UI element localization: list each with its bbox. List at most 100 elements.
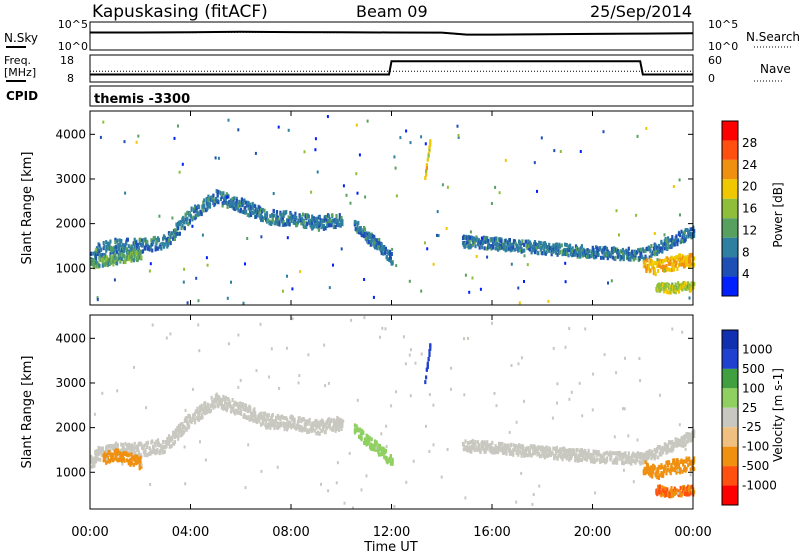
data-cell [171, 216, 174, 220]
data-cell [512, 443, 516, 448]
data-cell [662, 447, 666, 452]
data-cell [263, 208, 266, 213]
data-cell [301, 217, 304, 222]
data-cell [146, 445, 149, 449]
data-cell [468, 290, 471, 294]
data-cell [611, 255, 614, 260]
data-cell [552, 249, 555, 254]
data-cell [380, 432, 383, 436]
data-cell [574, 250, 578, 255]
data-cell [197, 323, 200, 327]
data-cell [107, 257, 110, 262]
data-cell [598, 457, 601, 462]
colorbar-tick-label: 16 [742, 202, 757, 216]
data-cell [514, 241, 517, 246]
data-cell [125, 241, 128, 246]
data-cell [482, 447, 485, 452]
nsky-tick-bottom: 10^0 [58, 40, 88, 53]
data-cell [171, 437, 174, 441]
data-cell [644, 471, 647, 476]
data-cell [389, 454, 392, 458]
data-cell [270, 347, 273, 351]
colorbar-cell [722, 140, 738, 160]
data-cell [199, 416, 202, 420]
data-cell [298, 416, 301, 421]
data-cell [90, 464, 93, 469]
data-cell [175, 434, 178, 439]
data-cell [564, 449, 568, 453]
data-cell [569, 247, 573, 252]
data-cell [359, 432, 362, 437]
data-cell [116, 250, 119, 255]
data-cell [115, 247, 118, 252]
data-cell [613, 246, 616, 251]
data-cell [123, 458, 126, 463]
data-cell [247, 443, 250, 447]
data-cell [676, 266, 679, 271]
data-cell [661, 485, 664, 490]
data-cell [308, 421, 311, 426]
data-cell [660, 493, 663, 498]
data-cell [664, 486, 667, 491]
data-cell [483, 441, 486, 446]
data-cell [549, 246, 552, 251]
data-cell [185, 220, 188, 225]
data-cell [690, 261, 693, 266]
data-cell [647, 266, 650, 271]
data-cell [446, 448, 449, 451]
data-cell [683, 256, 686, 261]
data-cell [101, 391, 104, 395]
data-cell [328, 223, 331, 228]
data-cell [658, 484, 661, 489]
data-cell [614, 255, 617, 260]
data-cell [138, 241, 141, 246]
data-cell [170, 444, 173, 449]
data-cell [688, 264, 691, 269]
y-tick-label: 3000 [55, 172, 86, 186]
data-cell [664, 466, 667, 471]
data-cell [494, 242, 497, 247]
data-cell [440, 475, 443, 479]
data-cell [223, 198, 226, 203]
data-cell [223, 404, 226, 408]
data-cell [565, 251, 568, 256]
data-cell [201, 415, 204, 420]
data-cell [596, 248, 599, 253]
data-cell [109, 239, 112, 244]
data-cell [167, 242, 170, 247]
data-cell [350, 318, 353, 322]
colorbar-tick-label: 28 [742, 136, 757, 150]
data-cell [246, 212, 249, 217]
data-cell [99, 247, 102, 250]
data-cell [684, 237, 687, 242]
data-cell [324, 215, 327, 219]
noise-panel-frame [89, 21, 694, 51]
data-cell [275, 417, 278, 422]
data-cell [319, 218, 322, 223]
data-cell [243, 413, 246, 417]
data-cell [316, 216, 319, 221]
data-cell [127, 255, 130, 259]
data-cell [665, 242, 668, 247]
data-cell [152, 240, 155, 245]
data-cell [539, 241, 542, 246]
data-cell [543, 455, 547, 460]
data-cell [274, 221, 277, 226]
data-cell [322, 420, 325, 424]
data-cell [92, 258, 95, 263]
data-cell [110, 245, 113, 250]
data-cell [205, 196, 208, 201]
data-cell [318, 215, 321, 220]
data-cell [179, 219, 182, 224]
data-cell [338, 213, 341, 218]
data-cell [516, 243, 519, 248]
data-cell [571, 246, 574, 251]
data-cell [508, 238, 511, 242]
data-cell [570, 454, 573, 459]
data-cell [507, 443, 510, 448]
data-cell [510, 364, 513, 367]
data-cell [602, 250, 605, 255]
data-cell [464, 439, 467, 444]
data-cell [176, 425, 179, 430]
data-cell [579, 453, 583, 458]
